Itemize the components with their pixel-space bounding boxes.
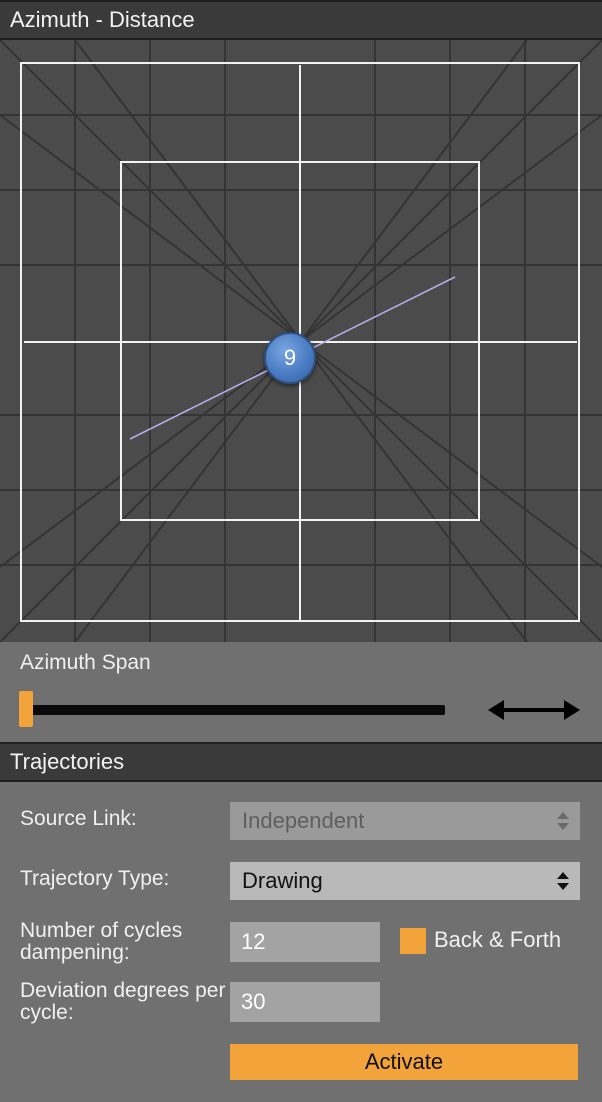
cycles-input[interactable]: 12 xyxy=(230,922,380,962)
trajectory-type-label: Trajectory Type: xyxy=(20,867,170,890)
back-forth-checkbox[interactable] xyxy=(400,928,426,954)
source-9-marker[interactable]: 9 xyxy=(264,332,316,384)
up-down-caret-icon xyxy=(557,872,569,890)
back-forth-label: Back & Forth xyxy=(434,927,562,952)
azimuth-distance-pad[interactable]: 9 xyxy=(0,40,602,642)
azimuth-span-label: Azimuth Span xyxy=(20,651,151,674)
azimuth-span-slider-track[interactable] xyxy=(20,705,445,715)
pad-grid xyxy=(0,40,602,642)
azimuth-distance-header: Azimuth - Distance xyxy=(0,0,602,40)
activate-button[interactable]: Activate xyxy=(230,1044,578,1080)
trajectory-type-select[interactable]: Drawing xyxy=(230,862,580,900)
deviation-input[interactable]: 30 xyxy=(230,982,380,1022)
trajectories-header: Trajectories xyxy=(0,742,602,782)
azimuth-span-slider-thumb[interactable] xyxy=(19,691,33,727)
cycles-label: Number of cycles dampening: xyxy=(20,919,183,965)
deviation-label: Deviation degrees per cycle: xyxy=(20,979,226,1025)
source-link-value: Independent xyxy=(242,808,365,833)
azimuth-distance-title: Azimuth - Distance xyxy=(10,7,195,32)
trajectories-title: Trajectories xyxy=(10,749,125,774)
up-down-caret-icon xyxy=(557,812,569,830)
double-arrow-icon[interactable] xyxy=(488,698,580,722)
source-link-label: Source Link: xyxy=(20,807,137,830)
trajectory-type-value: Drawing xyxy=(242,868,323,893)
source-link-select[interactable]: Independent xyxy=(230,802,580,840)
